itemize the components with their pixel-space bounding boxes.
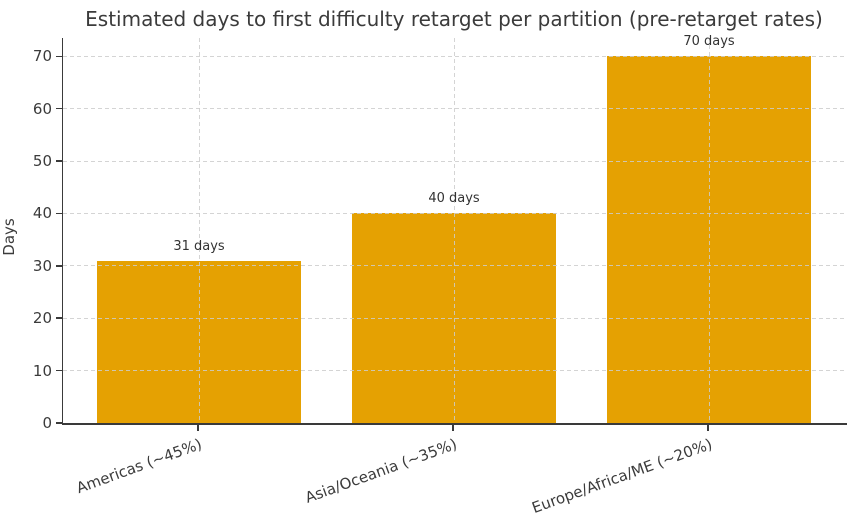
h-gridline [63,55,847,57]
x-tick-mark [452,425,454,431]
h-gridline [63,108,847,110]
h-gridline [63,370,847,372]
h-gridline [63,212,847,214]
y-tick-mark [56,422,62,424]
y-tick-label: 10 [32,361,52,380]
x-tick-mark [197,425,199,431]
x-tick-label-2: Asia/Oceania (~35%) [302,435,460,507]
bar-value-label: 70 days [683,34,735,50]
v-gridline [453,38,455,423]
y-tick-label: 40 [32,204,52,223]
y-tick-mark [56,265,62,267]
v-gridline [198,38,200,423]
y-tick-label: 0 [42,414,52,432]
y-tick-mark [56,212,62,215]
plot-area: 31 days 40 days 70 days [62,34,847,425]
bar-value-label: 40 days [428,191,480,207]
x-tick-label-3: Europe/Africa/ME (~20%) [529,435,715,518]
x-tick-mark [707,425,709,431]
y-tick-label: 70 [32,47,52,66]
v-gridline [708,38,710,423]
h-gridline [63,160,847,162]
y-tick-mark [56,317,62,319]
bar-value-label: 31 days [173,238,225,254]
chart-title: Estimated days to first difficulty retar… [85,7,823,31]
y-tick-mark [56,55,62,58]
y-tick-label: 20 [32,309,52,328]
y-tick-label: 50 [32,152,52,171]
y-tick-mark [56,107,62,110]
y-tick-mark [56,160,62,162]
y-axis-label: Days [0,218,18,256]
y-tick-mark [56,369,62,372]
h-gridline [63,317,847,319]
h-gridline [63,265,847,267]
x-tick-label-1: Americas (~45%) [73,435,205,498]
y-tick-label: 60 [32,99,52,118]
y-tick-label: 30 [32,256,52,275]
